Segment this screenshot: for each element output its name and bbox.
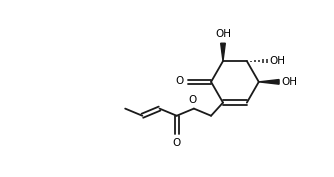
Text: O: O <box>188 95 197 105</box>
Text: O: O <box>173 138 181 148</box>
Text: O: O <box>176 76 184 86</box>
Text: OH: OH <box>269 56 285 66</box>
Text: OH: OH <box>281 77 297 87</box>
Polygon shape <box>221 43 225 61</box>
Polygon shape <box>259 79 279 84</box>
Text: OH: OH <box>215 29 231 39</box>
